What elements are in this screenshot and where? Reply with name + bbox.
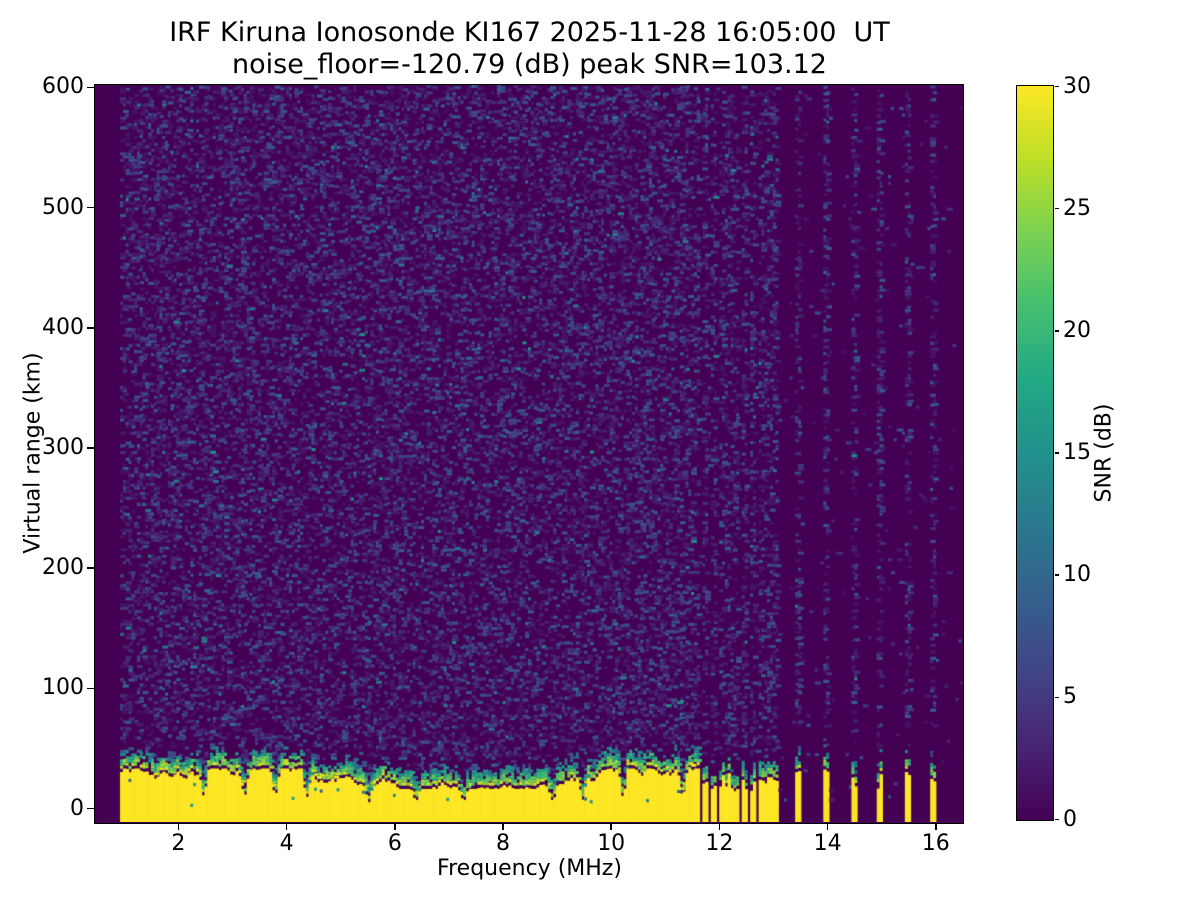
colorbar xyxy=(1016,85,1054,821)
y-tick-mark xyxy=(87,807,94,810)
y-tick-mark xyxy=(87,206,94,209)
colorbar-tick-mark xyxy=(1054,818,1059,821)
y-tick-label: 500 xyxy=(42,194,84,220)
x-tick-label: 14 xyxy=(813,831,842,856)
y-tick-label: 0 xyxy=(70,795,84,821)
y-tick-label: 400 xyxy=(42,314,84,340)
colorbar-tick-label: 25 xyxy=(1063,195,1091,221)
x-tick-label: 8 xyxy=(496,831,510,856)
colorbar-tick-label: 15 xyxy=(1063,440,1091,465)
colorbar-tick-label: 10 xyxy=(1063,562,1091,588)
y-axis-label: Virtual range (km) xyxy=(20,352,46,554)
chart-subtitle: noise_floor=-120.79 (dB) peak SNR=103.12 xyxy=(232,49,827,80)
x-tick-mark xyxy=(177,823,180,830)
x-tick-mark xyxy=(394,823,396,830)
x-tick-mark xyxy=(935,823,937,830)
y-tick-mark xyxy=(87,687,94,690)
x-axis-label: Frequency (MHz) xyxy=(437,856,622,881)
colorbar-tick-mark xyxy=(1054,85,1059,88)
y-tick-mark xyxy=(87,567,94,569)
y-tick-label: 200 xyxy=(42,555,84,581)
y-tick-label: 100 xyxy=(42,675,84,701)
colorbar-tick-mark xyxy=(1054,574,1059,576)
x-tick-mark xyxy=(502,823,504,830)
plot-area xyxy=(94,84,964,824)
y-tick-label: 600 xyxy=(42,74,84,100)
colorbar-tick-mark xyxy=(1054,452,1059,454)
x-tick-mark xyxy=(718,823,721,830)
x-tick-mark xyxy=(610,823,612,830)
colorbar-tick-label: 30 xyxy=(1063,73,1091,99)
colorbar-tick-label: 0 xyxy=(1063,806,1077,832)
colorbar-tick-mark xyxy=(1054,696,1059,699)
ionogram-heatmap xyxy=(95,85,962,822)
chart-title: IRF Kiruna Ionosonde KI167 2025-11-28 16… xyxy=(169,17,890,48)
x-tick-label: 12 xyxy=(705,831,734,856)
colorbar-tick-label: 5 xyxy=(1063,684,1077,710)
x-tick-label: 6 xyxy=(387,831,402,856)
colorbar-label: SNR (dB) xyxy=(1091,403,1117,503)
x-tick-label: 4 xyxy=(279,831,294,856)
x-tick-label: 16 xyxy=(921,831,950,856)
x-tick-mark xyxy=(285,823,288,830)
y-tick-mark xyxy=(87,447,94,449)
x-tick-label: 2 xyxy=(171,831,186,856)
x-tick-label: 10 xyxy=(597,831,626,856)
y-tick-mark xyxy=(87,327,94,329)
colorbar-tick-mark xyxy=(1054,330,1059,332)
colorbar-tick-mark xyxy=(1054,207,1059,210)
y-tick-mark xyxy=(87,86,94,89)
y-tick-label: 300 xyxy=(42,434,84,460)
x-tick-mark xyxy=(826,823,829,830)
colorbar-tick-label: 20 xyxy=(1063,317,1091,343)
